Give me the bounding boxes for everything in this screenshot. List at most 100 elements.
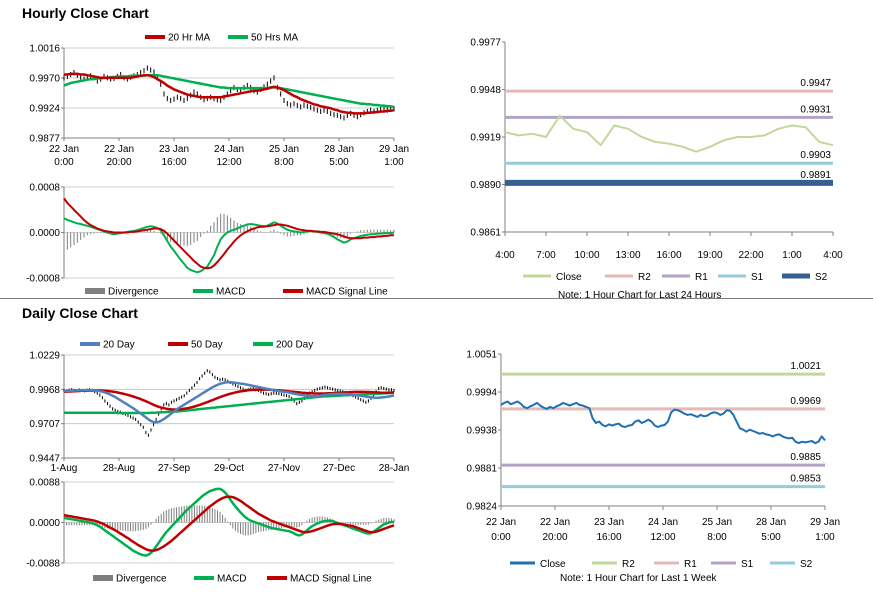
hourly-price-x-tick-label: 24 Jan — [214, 144, 244, 155]
hourly-levels-x-tick-label: 13:00 — [615, 250, 640, 261]
legend-200day-label: 200 Day — [276, 340, 313, 351]
hourly-price-x-tick-label: 16:00 — [161, 157, 186, 168]
weekly-levels-x-tick-label: 29 Jan — [810, 517, 840, 528]
hourly-levels-y-tick-label: 0.9861 — [470, 228, 501, 239]
legend-hourly-levels-close-label: Close — [556, 272, 582, 283]
daily-price-x-tick-label: 27-Sep — [158, 463, 191, 474]
hourly-macd-y-tick-label: 0.0000 — [29, 228, 60, 239]
hourly-levels-x-tick-label: 22:00 — [738, 250, 763, 261]
hourly-level-r1-label: 0.9931 — [800, 104, 831, 115]
weekly-levels-x-tick-label: 25 Jan — [702, 517, 732, 528]
hourly-macd-y-tick-label: -0.0008 — [26, 274, 60, 285]
hourly-price-x-tick-label: 20:00 — [106, 157, 131, 168]
legend-50day-label: 50 Day — [191, 340, 223, 351]
daily-price-y-tick-label: 0.9707 — [29, 419, 60, 430]
daily-price-x-tick-label: 29-Oct — [214, 463, 244, 474]
hourly-price-x-tick-label: 23 Jan — [159, 144, 189, 155]
daily-macd-signal-line — [63, 495, 395, 552]
legend-50hrs-ma-label: 50 Hrs MA — [251, 33, 299, 44]
daily-price-y-tick-label: 0.9447 — [29, 454, 60, 465]
hourly-price-y-tick-label: 1.0016 — [29, 44, 60, 55]
hourly-price-x-tick-label: 5:00 — [329, 157, 349, 168]
legend-weekly-levels-r1-label: R1 — [684, 559, 697, 570]
hourly-levels-close-line — [504, 114, 834, 153]
weekly-levels-x-tick-label: 16:00 — [596, 532, 621, 543]
weekly-levels-x-tick-label: 1:00 — [815, 532, 835, 543]
legend-weekly-levels-s2-label: S2 — [800, 559, 813, 570]
hourly-levels-x-tick-label: 1:00 — [782, 250, 802, 261]
legend-daily-macd-label: MACD — [217, 574, 246, 585]
hourly-price-50hr-ma-line — [63, 73, 395, 109]
legend-daily-signal-label: MACD Signal Line — [290, 574, 372, 585]
hourly-levels-y-tick-label: 0.9890 — [470, 180, 501, 191]
hourly-macd-line — [63, 217, 395, 274]
hourly-price-y-tick-label: 0.9970 — [29, 74, 60, 85]
weekly-levels-y-tick-label: 0.9824 — [466, 502, 497, 513]
weekly-level-r1-label: 0.9969 — [790, 396, 821, 407]
hourly-price-y-tick-label: 0.9924 — [29, 104, 60, 115]
legend-20hr-ma-label: 20 Hr MA — [168, 33, 211, 44]
hourly-levels-x-tick-label: 10:00 — [574, 250, 599, 261]
weekly-levels-y-tick-label: 0.9994 — [466, 388, 497, 399]
weekly-levels-x-tick-label: 12:00 — [650, 532, 675, 543]
daily-macd-y-tick-label: 0.0000 — [29, 518, 60, 529]
section-divider — [0, 298, 873, 299]
legend-hourly-signal-label: MACD Signal Line — [306, 287, 388, 298]
hourly-price-x-tick-label: 1:00 — [384, 157, 404, 168]
hourly-price-y-tick-label: 0.9877 — [29, 134, 60, 145]
daily-price-x-tick-label: 28-Aug — [103, 463, 135, 474]
hourly-levels-x-tick-label: 4:00 — [823, 250, 843, 261]
hourly-levels-x-tick-label: 7:00 — [536, 250, 556, 261]
legend-daily-divergence-label: Divergence — [116, 574, 167, 585]
weekly-level-r2-label: 1.0021 — [790, 361, 821, 372]
weekly-levels-note: Note: 1 Hour Chart for Last 1 Week — [560, 573, 717, 584]
hourly-price-x-tick-label: 12:00 — [216, 157, 241, 168]
weekly-levels-x-tick-label: 28 Jan — [756, 517, 786, 528]
hourly-macd-y-tick-label: 0.0008 — [29, 183, 60, 194]
hourly-price-x-tick-label: 0:00 — [54, 157, 74, 168]
daily-price-20day-line — [63, 381, 395, 424]
legend-hourly-levels-s1-label: S1 — [751, 272, 764, 283]
hourly-price-x-tick-label: 8:00 — [274, 157, 294, 168]
weekly-levels-x-tick-label: 0:00 — [491, 532, 511, 543]
weekly-levels-y-tick-label: 1.0051 — [466, 350, 497, 361]
weekly-level-s1-label: 0.9885 — [790, 452, 821, 463]
legend-weekly-levels-close-label: Close — [540, 559, 566, 570]
legend-hourly-levels-s2-label: S2 — [815, 272, 828, 283]
weekly-levels-x-tick-label: 22 Jan — [486, 517, 516, 528]
weekly-levels-y-tick-label: 0.9881 — [466, 464, 497, 475]
hourly-price-x-tick-label: 28 Jan — [324, 144, 354, 155]
legend-20day-label: 20 Day — [103, 340, 135, 351]
hourly-level-r2-label: 0.9947 — [800, 78, 831, 89]
weekly-level-s2-label: 0.9853 — [790, 474, 821, 485]
hourly-levels-y-tick-label: 0.9919 — [470, 133, 501, 144]
daily-price-y-tick-label: 1.0229 — [29, 351, 60, 362]
legend-hourly-macd-label: MACD — [216, 287, 245, 298]
hourly-level-s2-label: 0.9891 — [800, 170, 831, 181]
daily-price-y-tick-label: 0.9968 — [29, 385, 60, 396]
hourly-level-s1-label: 0.9903 — [800, 150, 831, 161]
daily-price-x-tick-label: 1-Aug — [51, 463, 78, 474]
daily-price-x-tick-label: 27-Dec — [323, 463, 355, 474]
weekly-levels-x-tick-label: 22 Jan — [540, 517, 570, 528]
weekly-levels-x-tick-label: 8:00 — [707, 532, 727, 543]
legend-hourly-levels-r2-label: R2 — [638, 272, 651, 283]
weekly-levels-x-tick-label: 24 Jan — [648, 517, 678, 528]
legend-weekly-levels-s1-label: S1 — [741, 559, 754, 570]
weekly-levels-y-tick-label: 0.9938 — [466, 426, 497, 437]
daily-price-200day-line — [64, 391, 395, 415]
hourly-price-x-tick-label: 29 Jan — [379, 144, 409, 155]
hourly-macd-signal-line — [63, 197, 394, 270]
weekly-levels-x-tick-label: 5:00 — [761, 532, 781, 543]
daily-price-x-tick-label: 27-Nov — [268, 463, 300, 474]
hourly-levels-note: Note: 1 Hour Chart for Last 24 Hours — [558, 290, 722, 301]
hourly-levels-x-tick-label: 19:00 — [697, 250, 722, 261]
hourly-levels-y-tick-label: 0.9948 — [470, 85, 501, 96]
weekly-levels-x-tick-label: 20:00 — [542, 532, 567, 543]
daily-macd-y-tick-label: -0.0088 — [26, 559, 60, 570]
weekly-levels-close-line — [500, 400, 826, 445]
hourly-levels-x-tick-label: 16:00 — [656, 250, 681, 261]
hourly-price-20hr-ma-line — [64, 72, 395, 115]
hourly-levels-y-tick-label: 0.9977 — [470, 38, 501, 49]
